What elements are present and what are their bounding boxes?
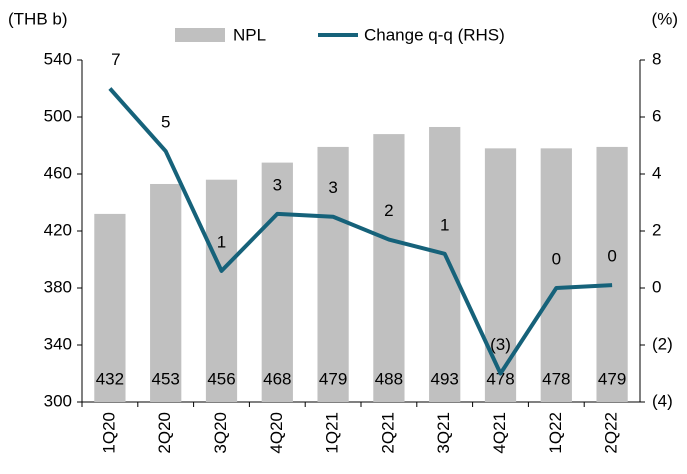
line-value-label: 1 (217, 232, 226, 251)
bar-value-label: 493 (431, 369, 459, 388)
x-tick-label: 4Q20 (267, 412, 286, 454)
bar (205, 179, 238, 402)
y-tick-label: 420 (44, 220, 72, 239)
y2-tick-label: 8 (652, 49, 661, 68)
bar-value-label: 468 (263, 369, 291, 388)
y-tick-label: 300 (44, 391, 72, 410)
legend-label: NPL (233, 25, 266, 44)
y2-tick-label: 0 (652, 277, 661, 296)
y-tick-label: 500 (44, 106, 72, 125)
y-tick-label: 340 (44, 334, 72, 353)
y-tick-label: 540 (44, 49, 72, 68)
y-tick-label: 380 (44, 277, 72, 296)
bar (484, 148, 517, 402)
bar-value-label: 478 (542, 369, 570, 388)
x-tick-label: 3Q21 (434, 412, 453, 454)
line-value-label: 0 (607, 247, 616, 266)
y2-tick-label: 4 (652, 163, 661, 182)
line-value-label: 1 (440, 215, 449, 234)
bar-value-label: 479 (319, 369, 347, 388)
bar (261, 162, 293, 402)
bar (317, 146, 349, 402)
y2-axis-title: (%) (652, 9, 678, 28)
x-tick-label: 1Q21 (323, 412, 342, 454)
bar (596, 146, 628, 402)
x-tick-label: 4Q21 (490, 412, 509, 454)
x-tick-label: 2Q22 (602, 412, 621, 454)
x-tick-label: 1Q20 (99, 412, 118, 454)
line-value-label: 3 (328, 178, 337, 197)
x-tick-label: 3Q20 (211, 412, 230, 454)
bar-value-label: 453 (152, 369, 180, 388)
y2-tick-label: (2) (652, 334, 673, 353)
y-axis-title: (THB b) (8, 9, 68, 28)
line-value-label: (3) (490, 335, 511, 354)
y2-tick-label: 6 (652, 106, 661, 125)
bar-value-label: 432 (96, 369, 124, 388)
bar (540, 148, 572, 402)
bar (373, 134, 405, 402)
line-value-label: 0 (552, 249, 561, 268)
bar-value-label: 456 (207, 369, 235, 388)
line-value-label: 2 (384, 201, 393, 220)
y2-tick-label: 2 (652, 220, 661, 239)
bar-value-label: 479 (598, 369, 626, 388)
x-tick-label: 2Q21 (378, 412, 397, 454)
bar (94, 213, 126, 402)
line (108, 87, 613, 376)
y2-tick-label: (4) (652, 391, 673, 410)
x-tick-label: 1Q22 (546, 412, 565, 454)
legend-label: Change q-q (RHS) (364, 25, 505, 44)
bar (429, 126, 461, 402)
line-value-label: 5 (161, 113, 170, 132)
line-value-label: 3 (273, 175, 282, 194)
bar (150, 183, 182, 402)
bar-value-label: 478 (486, 369, 514, 388)
legend-swatch (175, 28, 225, 42)
bar-value-label: 488 (375, 369, 403, 388)
x-tick-label: 2Q20 (155, 412, 174, 454)
line-value-label: 7 (111, 50, 120, 69)
y-tick-label: 460 (44, 163, 72, 182)
